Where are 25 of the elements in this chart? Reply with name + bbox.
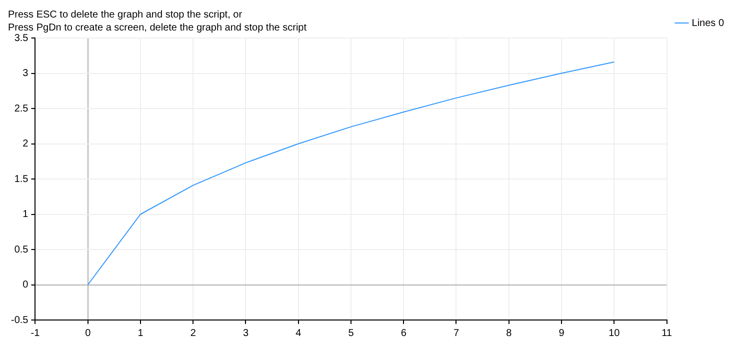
x-tick-label: 11 [662,328,672,339]
y-tick-label: 3.5 [14,32,29,44]
y-tick-label: 1.5 [14,174,29,185]
y-tick-label: 2 [22,138,29,150]
legend-label: Lines 0 [692,18,724,29]
y-tick-label: 2.5 [14,103,29,114]
y-tick-label: -0.5 [10,314,29,326]
y-tick-label: 1 [22,209,29,220]
x-tick-label: 2 [190,328,196,339]
x-tick-label: 6 [400,328,407,339]
x-tick-label: -1 [30,328,40,339]
x-tick-label: 8 [506,328,512,339]
x-tick-label: 1 [138,328,144,339]
x-tick-label: 9 [558,328,565,339]
y-tick-label: 0 [22,280,29,290]
x-tick-label: 3 [242,328,249,339]
chart-subtitle: Press PgDn to create a screen, delete the graph and stop the script [8,22,307,34]
y-tick-label: 0.5 [14,244,29,256]
chart-title: Press ESC to delete the graph and stop the script, or [8,9,243,20]
x-tick-label: 4 [296,328,302,339]
x-tick-label: 0 [85,328,92,339]
y-tick-label: 3 [22,68,29,79]
x-tick-label: 5 [348,328,354,339]
x-tick-label: 7 [453,328,460,339]
x-tick-label: 10 [608,328,620,339]
